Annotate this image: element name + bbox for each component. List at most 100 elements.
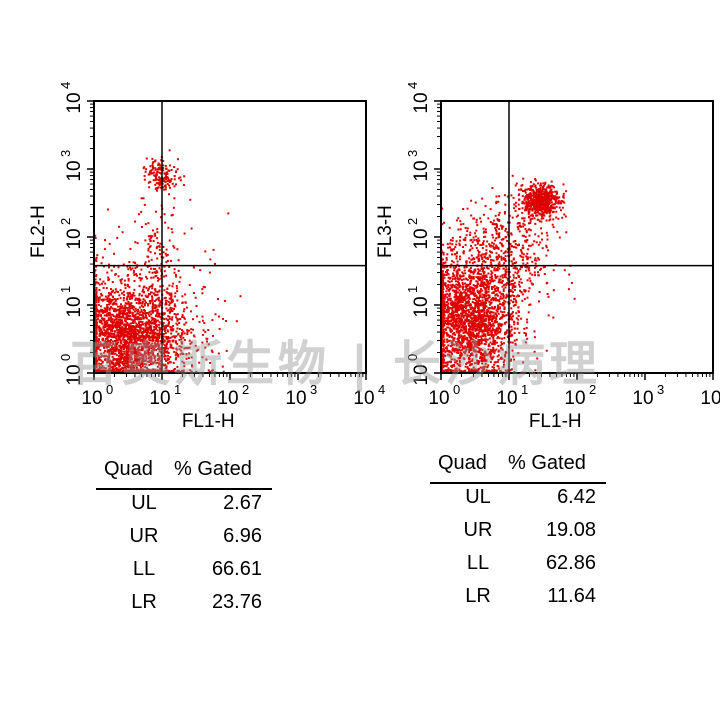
data-point	[132, 333, 135, 336]
data-point	[176, 168, 179, 171]
data-point	[118, 322, 121, 325]
data-point	[182, 370, 185, 373]
data-point	[170, 228, 173, 231]
data-point	[172, 362, 175, 364]
data-point	[458, 360, 461, 362]
data-point	[133, 306, 136, 309]
data-point	[150, 285, 153, 287]
data-point	[122, 343, 125, 346]
data-point	[117, 360, 120, 363]
data-point	[118, 348, 121, 351]
data-point	[145, 363, 147, 366]
data-point	[480, 339, 483, 342]
data-point	[498, 331, 501, 334]
data-point	[101, 330, 103, 333]
data-point	[156, 297, 159, 300]
data-point	[107, 295, 110, 298]
data-point	[486, 284, 489, 287]
data-point	[117, 266, 120, 269]
data-point	[143, 341, 146, 344]
data-point	[461, 301, 464, 304]
x-axis-label: FL1-H	[182, 411, 235, 432]
data-point	[105, 313, 108, 316]
data-point	[201, 333, 204, 336]
data-point	[154, 336, 157, 339]
data-point	[499, 344, 502, 347]
data-point	[95, 291, 98, 294]
data-point	[149, 332, 152, 335]
data-point	[503, 306, 506, 309]
data-point	[156, 279, 159, 282]
data-point	[168, 164, 171, 167]
data-point	[138, 318, 141, 321]
data-point	[122, 331, 125, 334]
data-point	[446, 243, 449, 246]
data-point	[174, 340, 177, 343]
data-point	[140, 327, 143, 330]
data-point	[489, 330, 492, 333]
data-point	[147, 235, 150, 238]
data-point	[516, 321, 519, 324]
data-point	[153, 171, 155, 174]
data-point	[456, 328, 459, 331]
data-point	[480, 340, 483, 343]
data-point	[153, 333, 156, 336]
data-point	[495, 309, 498, 312]
data-point	[481, 289, 484, 292]
data-point	[163, 358, 166, 360]
data-point	[158, 329, 161, 332]
data-point	[190, 341, 193, 344]
data-point	[452, 324, 455, 327]
data-point	[452, 261, 455, 264]
data-point	[134, 355, 136, 357]
data-point	[474, 368, 477, 371]
data-point	[126, 355, 129, 358]
data-point	[106, 271, 109, 274]
data-point	[457, 268, 460, 271]
data-point	[147, 289, 149, 292]
data-point	[156, 336, 159, 339]
data-point	[454, 304, 457, 306]
data-point	[461, 309, 464, 312]
data-point	[95, 322, 98, 325]
data-point	[517, 314, 520, 317]
data-point	[168, 266, 171, 268]
data-point	[109, 370, 112, 373]
data-point	[144, 239, 147, 242]
data-point	[107, 276, 110, 279]
data-point	[149, 321, 152, 324]
data-point	[173, 308, 175, 310]
data-point	[96, 343, 99, 346]
data-point	[170, 259, 173, 262]
data-point	[495, 348, 498, 351]
data-point	[442, 369, 445, 372]
data-point	[127, 302, 130, 305]
data-point	[496, 329, 499, 332]
data-point	[119, 347, 122, 350]
data-point	[172, 282, 175, 285]
data-point	[490, 323, 493, 326]
data-point	[457, 357, 460, 360]
data-point	[180, 338, 183, 341]
data-point	[210, 369, 213, 372]
data-point	[114, 324, 117, 326]
data-point	[97, 341, 100, 344]
data-point	[136, 242, 139, 245]
data-point	[138, 369, 141, 372]
data-point	[511, 286, 514, 289]
data-point	[131, 311, 134, 314]
data-point	[501, 348, 504, 351]
data-point	[447, 326, 450, 329]
data-point	[142, 331, 145, 334]
data-point	[122, 333, 125, 336]
data-point	[150, 329, 153, 332]
data-point	[117, 318, 120, 321]
data-point	[441, 286, 444, 289]
data-point	[456, 275, 459, 278]
data-point	[112, 302, 115, 305]
data-point	[451, 353, 453, 356]
data-point	[131, 307, 134, 310]
data-point	[122, 334, 125, 337]
data-point	[468, 360, 471, 363]
data-point	[476, 369, 478, 372]
